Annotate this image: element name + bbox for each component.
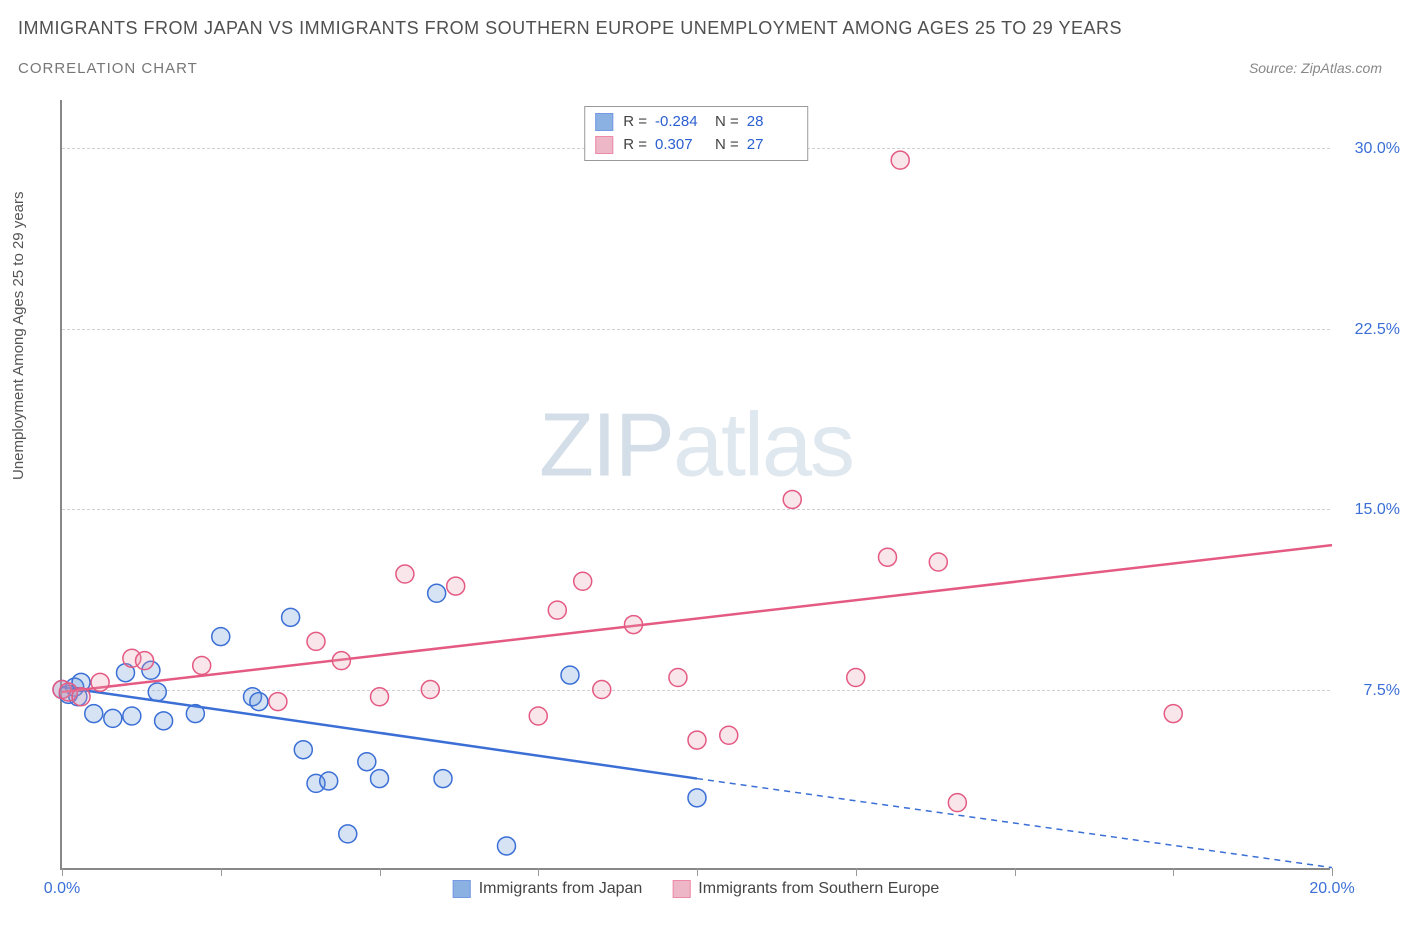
x-tick (1332, 868, 1333, 876)
data-point-seurope (269, 693, 287, 711)
data-point-seurope (688, 731, 706, 749)
data-point-seurope (548, 601, 566, 619)
swatch-seurope (595, 136, 613, 154)
data-point-seurope (891, 151, 909, 169)
data-point-seurope (447, 577, 465, 595)
r-value-japan: -0.284 (655, 111, 705, 134)
y-tick-label: 7.5% (1340, 682, 1400, 700)
swatch-japan (595, 113, 613, 131)
legend-stats: R = -0.284 N = 28 R = 0.307 N = 27 (584, 106, 808, 161)
legend-stats-row-japan: R = -0.284 N = 28 (595, 111, 797, 134)
n-value-japan: 28 (747, 111, 797, 134)
data-point-seurope (593, 681, 611, 699)
data-point-japan (434, 770, 452, 788)
n-value-seurope: 27 (747, 134, 797, 157)
data-point-seurope (421, 681, 439, 699)
n-label: N = (715, 111, 739, 134)
data-point-seurope (783, 490, 801, 508)
data-point-japan (561, 666, 579, 684)
data-point-seurope (91, 673, 109, 691)
data-point-seurope (136, 652, 154, 670)
chart-title: IMMIGRANTS FROM JAPAN VS IMMIGRANTS FROM… (18, 18, 1122, 39)
data-point-seurope (574, 572, 592, 590)
r-value-seurope: 0.307 (655, 134, 705, 157)
data-point-seurope (371, 688, 389, 706)
data-point-seurope (879, 548, 897, 566)
data-point-japan (148, 683, 166, 701)
data-point-seurope (847, 669, 865, 687)
data-point-japan (688, 789, 706, 807)
swatch-japan (453, 880, 471, 898)
data-point-japan (358, 753, 376, 771)
data-point-seurope (1164, 705, 1182, 723)
legend-item-seurope: Immigrants from Southern Europe (672, 880, 939, 898)
data-point-seurope (720, 726, 738, 744)
data-point-japan (250, 693, 268, 711)
x-tick (697, 868, 698, 876)
trend-line-seurope (62, 545, 1332, 692)
r-label: R = (623, 134, 647, 157)
chart-subtitle: CORRELATION CHART (18, 60, 198, 77)
x-tick-label: 20.0% (1309, 880, 1354, 898)
x-tick (538, 868, 539, 876)
data-point-seurope (948, 794, 966, 812)
data-point-japan (339, 825, 357, 843)
data-point-japan (104, 709, 122, 727)
data-point-seurope (625, 616, 643, 634)
trend-line-dashed-japan (697, 779, 1332, 868)
chart-svg (62, 100, 1330, 868)
data-point-seurope (929, 553, 947, 571)
y-axis-label: Unemployment Among Ages 25 to 29 years (10, 191, 27, 480)
x-tick (856, 868, 857, 876)
data-point-seurope (396, 565, 414, 583)
n-label: N = (715, 134, 739, 157)
data-point-japan (428, 584, 446, 602)
x-tick (380, 868, 381, 876)
data-point-japan (155, 712, 173, 730)
data-point-japan (371, 770, 389, 788)
y-tick-label: 22.5% (1340, 321, 1400, 339)
data-point-japan (212, 628, 230, 646)
y-tick-label: 15.0% (1340, 501, 1400, 519)
data-point-japan (282, 608, 300, 626)
data-point-seurope (193, 656, 211, 674)
legend-label-japan: Immigrants from Japan (479, 880, 643, 898)
legend-stats-row-seurope: R = 0.307 N = 27 (595, 134, 797, 157)
x-tick (1173, 868, 1174, 876)
plot-area: ZIPatlas 7.5%15.0%22.5%30.0% 0.0%20.0% R… (60, 100, 1330, 870)
x-tick-label: 0.0% (44, 880, 80, 898)
data-point-seurope (669, 669, 687, 687)
data-point-seurope (307, 632, 325, 650)
data-point-japan (294, 741, 312, 759)
legend-label-seurope: Immigrants from Southern Europe (698, 880, 939, 898)
data-point-japan (320, 772, 338, 790)
y-tick-label: 30.0% (1340, 140, 1400, 158)
x-tick (62, 868, 63, 876)
r-label: R = (623, 111, 647, 134)
data-point-japan (123, 707, 141, 725)
x-tick (1015, 868, 1016, 876)
x-tick (221, 868, 222, 876)
swatch-seurope (672, 880, 690, 898)
data-point-japan (498, 837, 516, 855)
legend-item-japan: Immigrants from Japan (453, 880, 643, 898)
data-point-seurope (332, 652, 350, 670)
data-point-japan (186, 705, 204, 723)
data-point-seurope (72, 688, 90, 706)
data-point-seurope (529, 707, 547, 725)
source-credit: Source: ZipAtlas.com (1249, 60, 1382, 76)
data-point-japan (85, 705, 103, 723)
legend-series: Immigrants from Japan Immigrants from So… (453, 880, 940, 898)
